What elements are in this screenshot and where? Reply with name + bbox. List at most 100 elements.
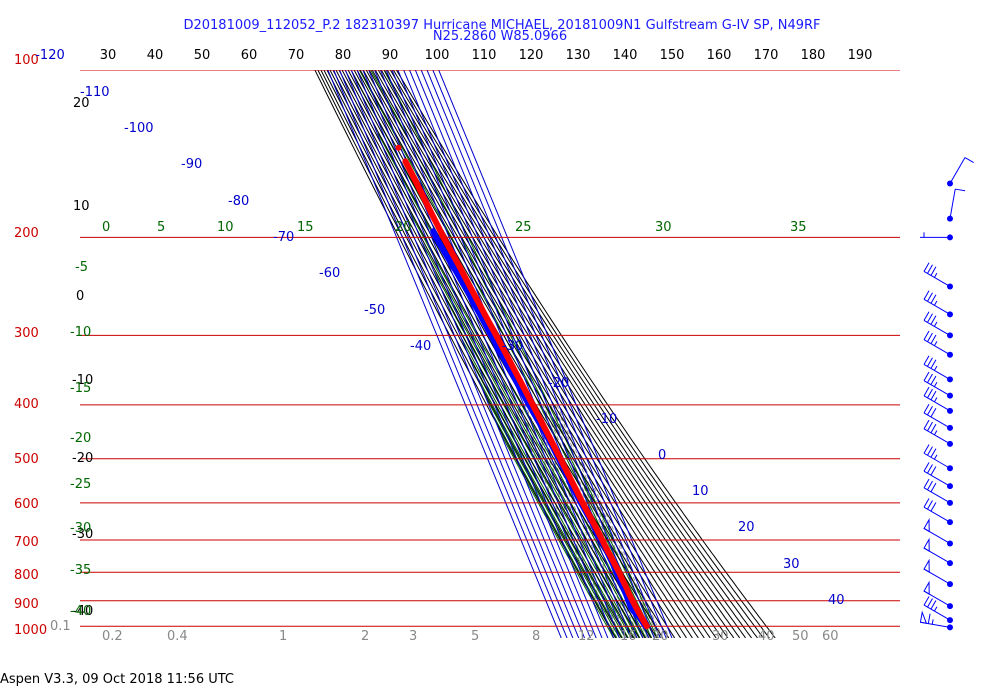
sounding-profiles (395, 144, 650, 630)
pressure-label-1000: 1000 (14, 623, 47, 638)
moist-adiabat-label-13: -30 (70, 521, 91, 536)
mixing-ratio-label-2: 0.4 (167, 629, 188, 644)
wind-barb-7 (923, 355, 953, 383)
mixing-ratio-label-3: 1 (279, 629, 287, 644)
dry-adiabat-160 (374, 70, 735, 638)
isotherm-label-0: 0 (658, 448, 666, 463)
moist-adiabat--40 (500, 433, 615, 638)
top-axis-label-12: 140 (613, 48, 638, 63)
wind-barb-10 (923, 403, 953, 431)
chart-title: D20181009_112052_P.2 182310397 Hurricane… (183, 18, 820, 33)
top-axis-label-10: 120 (519, 48, 544, 63)
top-axis-label-1: 30 (100, 48, 117, 63)
mixing-ratio-label-4: 2 (361, 629, 369, 644)
temperature-point (395, 144, 402, 151)
moist-adiabat-label-7: 35 (790, 220, 807, 235)
moist-adiabat-label-0: 0 (102, 220, 110, 235)
pressure-label-300: 300 (14, 326, 39, 341)
isotherm-label--60: -60 (319, 266, 340, 281)
top-axis-label-4: 60 (241, 48, 258, 63)
isotherm--90 (350, 70, 585, 638)
top-axis-label-7: 90 (382, 48, 399, 63)
wind-barb-3 (923, 262, 953, 290)
isobars (80, 70, 900, 627)
dry-adiabat-120 (362, 70, 711, 638)
moist-adiabat-label-3: 15 (297, 220, 314, 235)
isotherm-30 (420, 70, 655, 638)
isotherm-label-40: 40 (828, 593, 845, 608)
top-axis-label-15: 170 (754, 48, 779, 63)
moist-adiabat-label-11: -20 (70, 431, 91, 446)
moist-adiabat-label-6: 30 (655, 220, 672, 235)
isotherm-20 (414, 70, 650, 638)
mixing-ratio-0.2 (515, 404, 618, 638)
moist-adiabat-20 (377, 133, 650, 638)
mixing-ratio-label-5: 3 (409, 629, 417, 644)
moist-adiabat-label-4: 20 (395, 220, 412, 235)
pressure-label-400: 400 (14, 397, 39, 412)
dry-adiabat-label--30: -30 (72, 527, 93, 542)
dry-adiabat-90 (353, 70, 693, 638)
top-axis-label-2: 40 (147, 48, 164, 63)
dry-adiabat-label-0: 0 (76, 289, 84, 304)
isotherm-label-10: 10 (692, 484, 709, 499)
isotherm-label--40: -40 (410, 339, 431, 354)
wind-barb-5 (923, 311, 953, 339)
moist-adiabat--35 (493, 416, 618, 638)
moist-adiabat-label-14: -35 (70, 563, 91, 578)
moist-adiabat-label-15: -40 (70, 604, 91, 619)
temperature-profile-line (402, 158, 650, 630)
wind-barbs (919, 157, 974, 631)
isotherm-label--70: -70 (273, 230, 294, 245)
wind-barb-17 (923, 537, 953, 567)
isotherm--40 (379, 70, 615, 638)
moist-adiabat-label-5: 25 (515, 220, 532, 235)
background-grid (80, 70, 900, 638)
mixing-ratio-0.4 (519, 404, 622, 638)
dry-adiabat-label-10: 10 (73, 199, 90, 214)
pressure-label-100: 100 (14, 53, 39, 68)
dry-adiabat-140 (368, 70, 723, 638)
isotherm--10 (397, 70, 632, 638)
mixing-ratio-label-9: 16 (620, 629, 637, 644)
moist-adiabat-label-9: -10 (70, 325, 91, 340)
dry-adiabat--10 (323, 70, 634, 638)
pressure-label-500: 500 (14, 452, 39, 467)
wind-barb-2 (920, 232, 953, 241)
isotherm--130 (327, 70, 562, 638)
moist-adiabat-40 (383, 70, 661, 638)
isotherm-60 (438, 70, 673, 638)
isotherm-40 (426, 70, 661, 638)
isotherm-label--50: -50 (364, 303, 385, 318)
isotherm-50 (432, 70, 667, 638)
moist-adiabat-label-8: -5 (75, 260, 88, 275)
isotherm--50 (374, 70, 609, 638)
top-axis-label-11: 130 (566, 48, 591, 63)
pressure-label-800: 800 (14, 568, 39, 583)
top-axis-label-13: 150 (660, 48, 685, 63)
pressure-label-700: 700 (14, 535, 39, 550)
isotherm-0 (403, 70, 638, 638)
dry-adiabat-110 (359, 70, 705, 638)
dry-adiabat-180 (380, 70, 747, 638)
top-axis-label-6: 80 (335, 48, 352, 63)
dry-adiabat--20 (320, 70, 628, 638)
wind-barb-11 (923, 419, 953, 447)
isotherm--60 (368, 70, 603, 638)
wind-barb-8 (923, 371, 953, 399)
footer-text: Aspen V3.3, 09 Oct 2018 11:56 UTC (0, 672, 234, 687)
isotherm--80 (356, 70, 591, 638)
dry-adiabat-230 (395, 70, 776, 638)
wind-barb-20 (923, 596, 953, 624)
dry-adiabat--40 (314, 70, 617, 638)
moist-adiabat--5 (443, 295, 635, 638)
isotherm-label--30: -30 (502, 339, 523, 354)
mixing-ratio-1 (524, 404, 628, 638)
top-axis-label-14: 160 (707, 48, 732, 63)
moist-adiabat-label-1: 5 (157, 220, 165, 235)
isotherm--110 (339, 70, 574, 638)
isotherm-label-30: 30 (783, 557, 800, 572)
mixing-ratio-label-14: 60 (822, 629, 839, 644)
moist-adiabat--20 (469, 358, 626, 638)
